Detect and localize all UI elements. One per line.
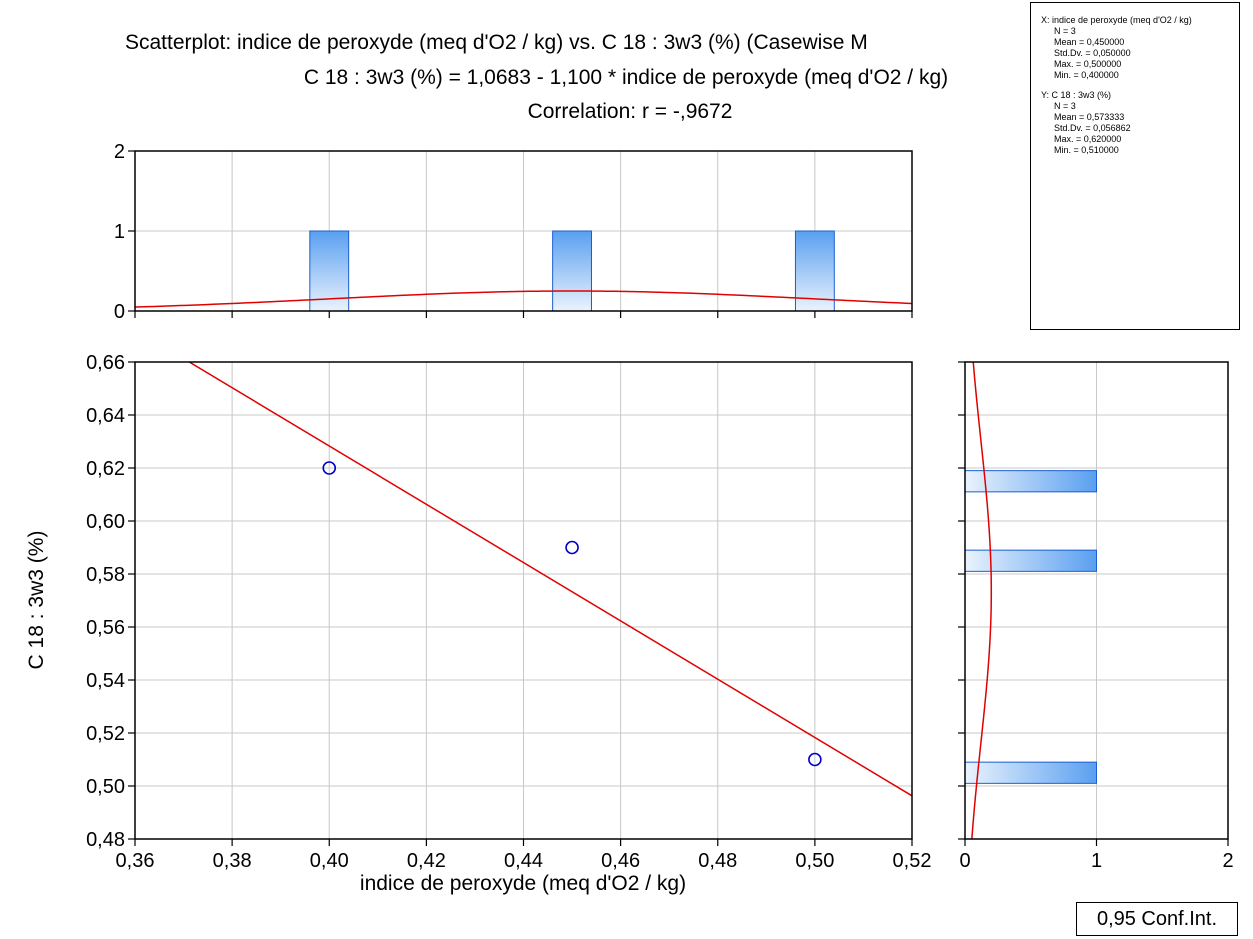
y-stat-max: Max. = 0,620000 bbox=[1054, 134, 1122, 144]
y-marginal-histogram: 0 1 2 bbox=[958, 361, 1234, 872]
y-stat-n: N = 3 bbox=[1054, 101, 1076, 111]
chart-title-line-2: C 18 : 3w3 (%) = 1,0683 - 1,100 * indice… bbox=[304, 66, 948, 89]
y-stat-mean: Mean = 0,573333 bbox=[1054, 112, 1125, 122]
y-normal-curve bbox=[971, 362, 993, 839]
x-histogram-bar bbox=[552, 230, 592, 311]
x-normal-curve bbox=[135, 290, 912, 308]
x-stats-header: X: indice de peroxyde (meq d'O2 / kg) bbox=[1041, 15, 1192, 25]
chart-title-line-3: Correlation: r = -,9672 bbox=[528, 100, 733, 123]
y-stat-min: Min. = 0,510000 bbox=[1054, 145, 1119, 155]
x-stat-stddev: Std.Dv. = 0,050000 bbox=[1054, 48, 1131, 58]
y-tick-label: 0,52 bbox=[86, 723, 125, 745]
y-axis-label: C 18 : 3w3 (%) bbox=[25, 531, 48, 670]
y-tick-label: 0,50 bbox=[86, 776, 125, 798]
y-tick-label: 0,64 bbox=[86, 405, 125, 427]
top-y-tick-label: 0 bbox=[114, 301, 125, 323]
y-tick-label: 0,48 bbox=[86, 829, 125, 851]
x-tick-label: 0,48 bbox=[698, 850, 737, 872]
x-tick-label: 0,50 bbox=[795, 850, 834, 872]
x-marginal-histogram: 0 1 2 bbox=[114, 141, 913, 323]
right-x-tick-label: 2 bbox=[1222, 850, 1233, 872]
y-tick-label: 0,60 bbox=[86, 511, 125, 533]
x-tick-label: 0,38 bbox=[213, 850, 252, 872]
right-x-tick-label: 1 bbox=[1091, 850, 1102, 872]
x-stat-min: Min. = 0,400000 bbox=[1054, 70, 1119, 80]
data-point bbox=[565, 540, 579, 555]
x-stat-mean: Mean = 0,450000 bbox=[1054, 37, 1125, 47]
data-point bbox=[808, 752, 822, 767]
x-tick-label: 0,46 bbox=[601, 850, 640, 872]
y-tick-label: 0,62 bbox=[86, 458, 125, 480]
x-tick-label: 0,40 bbox=[310, 850, 349, 872]
right-x-tick-label: 0 bbox=[959, 850, 970, 872]
data-point bbox=[322, 461, 337, 475]
y-tick-label: 0,56 bbox=[86, 617, 125, 639]
x-tick-label: 0,42 bbox=[407, 850, 446, 872]
regression-line bbox=[187, 362, 912, 797]
y-tick-label: 0,58 bbox=[86, 564, 125, 586]
y-histogram-bar bbox=[965, 761, 1097, 784]
y-histogram-bar bbox=[965, 470, 1097, 493]
x-stat-max: Max. = 0,500000 bbox=[1054, 59, 1122, 69]
y-histogram-bar bbox=[965, 549, 1097, 572]
y-stat-stddev: Std.Dv. = 0,056862 bbox=[1054, 123, 1131, 133]
chart-title-line-1: Scatterplot: indice de peroxyde (meq d'O… bbox=[125, 31, 868, 54]
x-tick-label: 0,52 bbox=[893, 850, 932, 872]
confidence-interval-label: 0,95 Conf.Int. bbox=[1076, 902, 1238, 936]
x-axis-label: indice de peroxyde (meq d'O2 / kg) bbox=[360, 872, 686, 895]
y-stats-header: Y: C 18 : 3w3 (%) bbox=[1041, 90, 1112, 100]
top-y-tick-label: 2 bbox=[114, 141, 125, 163]
statistics-box: X: indice de peroxyde (meq d'O2 / kg) N … bbox=[1030, 2, 1240, 330]
x-tick-label: 0,44 bbox=[504, 850, 543, 872]
y-tick-label: 0,54 bbox=[86, 670, 125, 692]
x-stat-n: N = 3 bbox=[1054, 26, 1076, 36]
scatter-panel: 0,36 0,38 0,40 0,42 0,44 0,46 0,48 0,50 0,52 0,48… bbox=[25, 352, 932, 895]
y-tick-label: 0,66 bbox=[86, 352, 125, 374]
x-tick-label: 0,36 bbox=[116, 850, 155, 872]
top-y-tick-label: 1 bbox=[114, 221, 125, 243]
